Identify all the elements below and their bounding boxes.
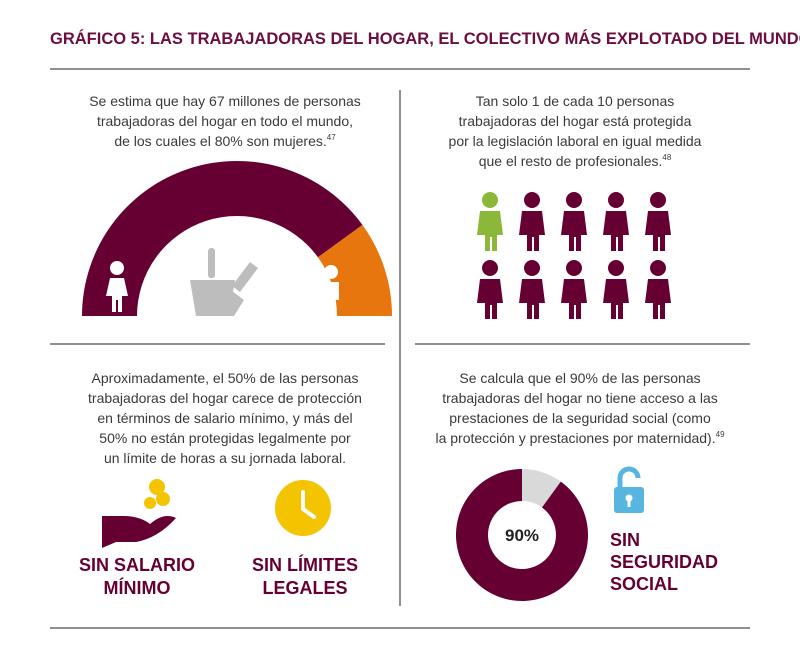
icon-label: SOCIAL <box>610 574 678 594</box>
body-text: que el resto de profesionales. <box>479 153 663 169</box>
person-icon <box>561 192 587 251</box>
man-icon <box>323 265 339 313</box>
person-head <box>608 192 624 208</box>
body-text: Tan solo 1 de cada 10 personas <box>476 93 674 109</box>
body-text: trabajadoras del hogar no tiene acceso a… <box>442 390 718 406</box>
person-body <box>603 211 629 251</box>
person-body <box>477 211 503 251</box>
body-text: en términos de salario mínimo, y más del <box>97 410 352 426</box>
icon-label: SEGURIDAD <box>610 552 718 572</box>
person-body <box>603 279 629 319</box>
body-line: de los cuales el 80% son mujeres.47 <box>114 133 336 149</box>
person-body <box>477 279 503 319</box>
clock-icon <box>275 480 331 536</box>
person-head <box>524 260 540 276</box>
icon-label: SIN LÍMITES <box>252 554 358 575</box>
body-text: un límite de horas a su jornada laboral. <box>104 450 346 466</box>
body-text: trabajadoras del hogar está protegida <box>459 113 692 129</box>
body-text: prestaciones de la seguridad social (com… <box>449 410 711 426</box>
body-line: trabajadoras del hogar no tiene acceso a… <box>442 390 718 406</box>
person-body <box>561 279 587 319</box>
body-line: Se calcula que el 90% de las personas <box>459 370 700 386</box>
body-text: trabajadoras del hogar en todo el mundo, <box>97 113 353 129</box>
body-line: por la legislación laboral en igual medi… <box>449 133 702 149</box>
body-text: Se estima que hay 67 millones de persona… <box>89 93 361 109</box>
woman-icon <box>106 261 128 312</box>
lock-icon <box>614 466 644 513</box>
icon-label: SIN <box>610 530 640 550</box>
person-body <box>519 279 545 319</box>
title: GRÁFICO 5: LAS TRABAJADORAS DEL HOGAR, E… <box>50 29 800 48</box>
person-body <box>645 211 671 251</box>
body-line: Se estima que hay 67 millones de persona… <box>89 93 361 109</box>
person-head <box>566 192 582 208</box>
body-line: trabajadoras del hogar en todo el mundo, <box>97 113 353 129</box>
person-icon <box>477 192 503 251</box>
donut-label: 90% <box>505 526 539 545</box>
body-line: trabajadoras del hogar carece de protecc… <box>88 390 362 406</box>
body-line: Tan solo 1 de cada 10 personas <box>476 93 674 109</box>
person-icon <box>519 260 545 319</box>
person-head <box>524 192 540 208</box>
hand-coins-icon <box>102 479 176 548</box>
body-line: un límite de horas a su jornada laboral. <box>104 450 346 466</box>
donut-value <box>456 469 589 602</box>
body-text: trabajadoras del hogar carece de protecc… <box>88 390 362 406</box>
body-text: 50% no están protegidas legalmente por <box>99 430 351 446</box>
icon-label: MÍNIMO <box>104 577 171 598</box>
body-text: Se calcula que el 90% de las personas <box>459 370 700 386</box>
person-head <box>482 260 498 276</box>
person-head <box>650 192 666 208</box>
footnote: 47 <box>327 133 336 142</box>
body-line: que el resto de profesionales.48 <box>479 153 672 169</box>
body-line: prestaciones de la seguridad social (com… <box>449 410 711 426</box>
person-body <box>561 211 587 251</box>
body-text: la protección y prestaciones por materni… <box>435 430 715 446</box>
icon-label: SIN SALARIO <box>79 555 195 575</box>
body-line: la protección y prestaciones por materni… <box>435 430 725 446</box>
person-head <box>608 260 624 276</box>
footnote: 49 <box>716 430 725 439</box>
cleaning-icon <box>190 248 258 316</box>
person-head <box>566 260 582 276</box>
person-head <box>650 260 666 276</box>
body-text: de los cuales el 80% son mujeres. <box>114 133 326 149</box>
body-line: 50% no están protegidas legalmente por <box>99 430 351 446</box>
body-line: trabajadoras del hogar está protegida <box>459 113 692 129</box>
person-icon <box>477 260 503 319</box>
gauge-women <box>82 161 363 316</box>
person-icon <box>519 192 545 251</box>
person-icon <box>645 260 671 319</box>
person-body <box>519 211 545 251</box>
person-icon <box>603 260 629 319</box>
icon-label: LEGALES <box>262 578 347 598</box>
body-line: Aproximadamente, el 50% de las personas <box>92 370 359 386</box>
body-text: Aproximadamente, el 50% de las personas <box>92 370 359 386</box>
body-line: en términos de salario mínimo, y más del <box>97 410 352 426</box>
person-icon <box>603 192 629 251</box>
footnote: 48 <box>662 153 671 162</box>
person-head <box>482 192 498 208</box>
body-text: por la legislación laboral en igual medi… <box>449 133 702 149</box>
person-body <box>645 279 671 319</box>
person-icon <box>645 192 671 251</box>
person-icon <box>561 260 587 319</box>
